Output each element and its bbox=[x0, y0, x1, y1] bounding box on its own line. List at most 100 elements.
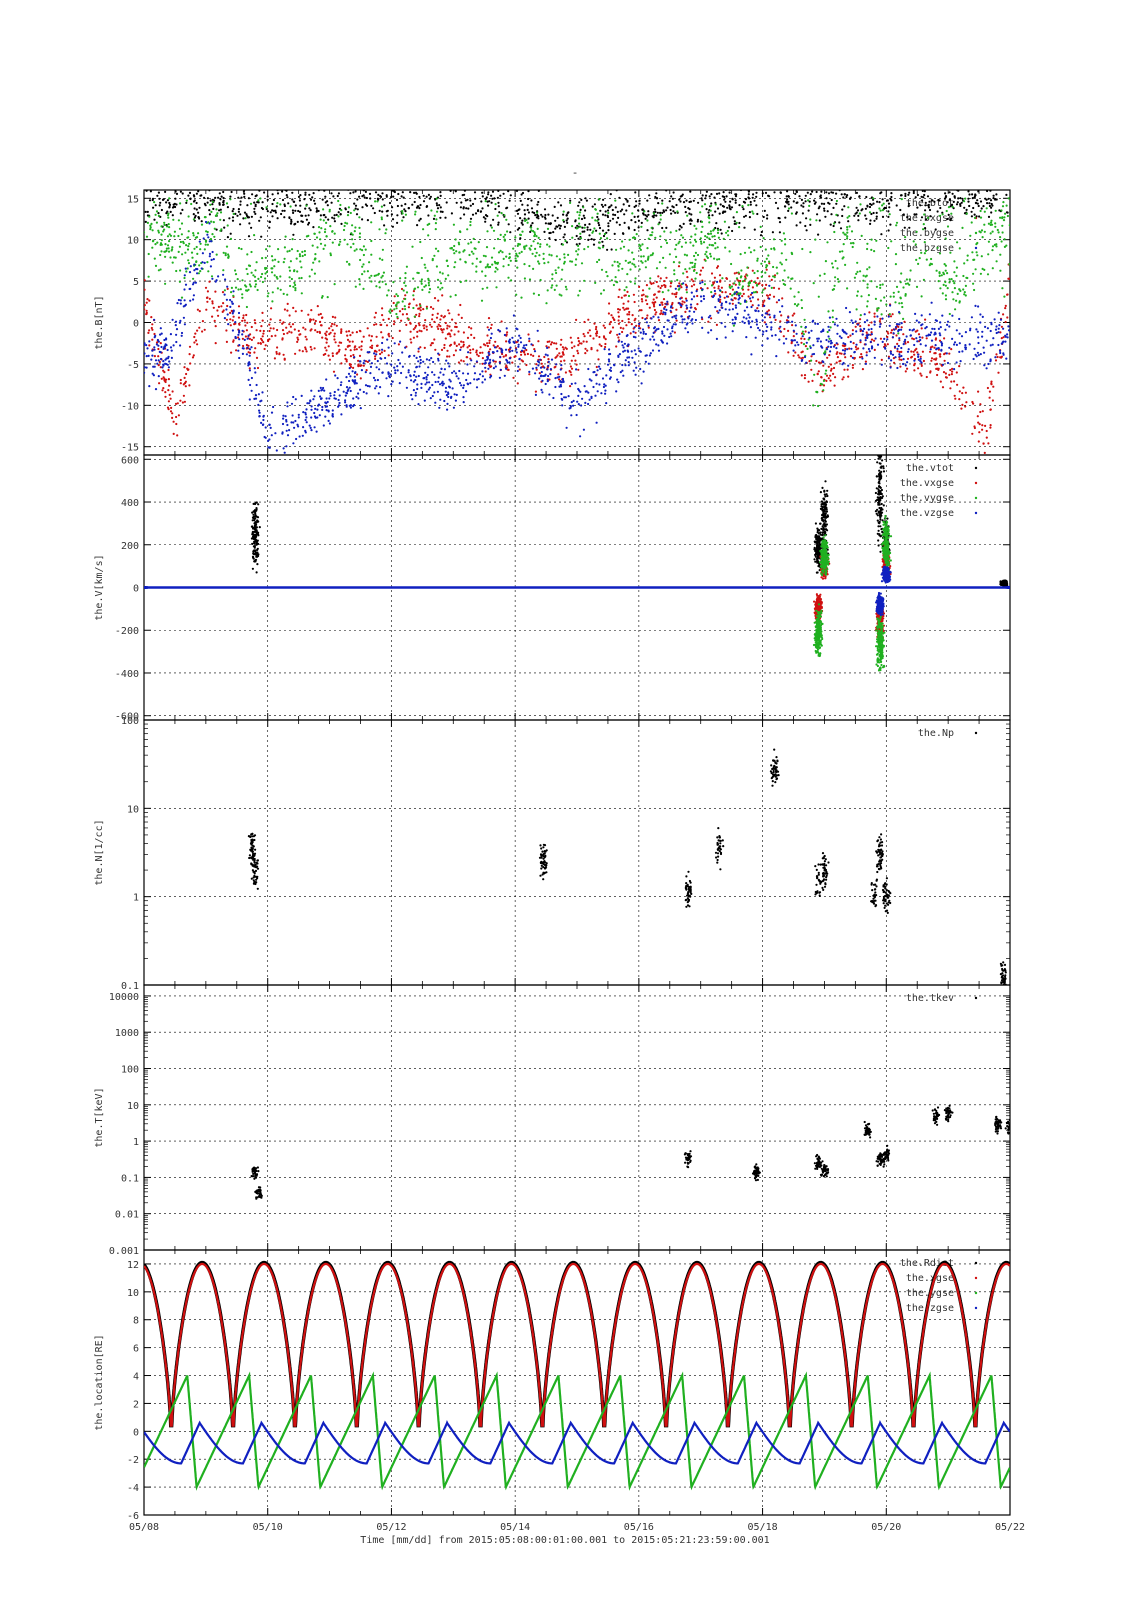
data-point bbox=[284, 452, 286, 454]
data-point bbox=[944, 192, 946, 194]
data-point bbox=[661, 227, 663, 229]
data-point bbox=[966, 209, 968, 211]
data-point bbox=[529, 247, 531, 249]
data-point bbox=[731, 294, 733, 296]
data-point bbox=[977, 190, 979, 192]
data-point bbox=[848, 215, 850, 217]
data-point bbox=[196, 343, 198, 345]
data-point bbox=[426, 329, 428, 331]
data-point bbox=[448, 332, 450, 334]
data-point bbox=[392, 381, 394, 383]
data-point bbox=[802, 202, 804, 204]
data-point bbox=[648, 194, 650, 196]
data-point bbox=[440, 211, 442, 213]
data-point bbox=[646, 314, 648, 316]
data-point bbox=[810, 360, 812, 362]
data-point bbox=[377, 198, 379, 200]
data-point bbox=[957, 201, 959, 203]
data-point bbox=[596, 330, 598, 332]
data-point bbox=[146, 367, 148, 369]
data-point bbox=[424, 400, 426, 402]
data-point bbox=[243, 193, 245, 195]
data-point bbox=[297, 210, 299, 212]
data-point bbox=[298, 196, 300, 198]
data-point bbox=[852, 322, 854, 324]
data-point bbox=[508, 179, 510, 181]
data-point bbox=[738, 282, 740, 284]
data-point bbox=[725, 308, 727, 310]
data-point bbox=[984, 425, 986, 427]
data-point bbox=[938, 271, 940, 273]
data-point bbox=[484, 378, 486, 380]
data-point bbox=[805, 200, 807, 202]
data-point bbox=[830, 213, 832, 215]
data-point bbox=[653, 339, 655, 341]
data-point bbox=[570, 414, 572, 416]
data-point bbox=[276, 205, 278, 207]
data-point bbox=[926, 259, 928, 261]
data-point bbox=[370, 254, 372, 256]
data-point bbox=[982, 176, 984, 178]
data-point bbox=[158, 382, 160, 384]
data-point bbox=[744, 275, 746, 277]
data-point bbox=[837, 356, 839, 358]
data-point bbox=[670, 231, 672, 233]
data-point bbox=[282, 423, 284, 425]
data-point bbox=[234, 269, 236, 271]
data-point bbox=[329, 422, 331, 424]
data-point bbox=[1004, 307, 1006, 309]
data-point bbox=[285, 327, 287, 329]
data-point bbox=[164, 243, 166, 245]
data-point bbox=[213, 172, 215, 174]
data-point bbox=[1004, 335, 1006, 337]
data-point bbox=[165, 180, 167, 182]
data-point bbox=[370, 205, 372, 207]
data-point bbox=[491, 198, 493, 200]
data-point bbox=[913, 354, 915, 356]
data-point bbox=[383, 224, 385, 226]
data-point bbox=[916, 231, 918, 233]
data-point bbox=[569, 202, 571, 204]
data-point bbox=[571, 225, 573, 227]
data-point bbox=[942, 292, 944, 294]
data-point bbox=[895, 334, 897, 336]
data-point bbox=[629, 268, 631, 270]
data-point bbox=[513, 356, 515, 358]
data-point bbox=[825, 260, 827, 262]
data-point bbox=[868, 311, 870, 313]
data-point bbox=[659, 212, 661, 214]
data-point bbox=[470, 218, 472, 220]
data-point bbox=[645, 333, 647, 335]
data-point bbox=[624, 289, 626, 291]
data-point bbox=[885, 303, 887, 305]
data-point bbox=[953, 201, 955, 203]
data-point bbox=[543, 356, 545, 358]
data-point bbox=[184, 377, 186, 379]
data-point bbox=[956, 371, 958, 373]
data-point bbox=[337, 195, 339, 197]
data-point bbox=[846, 237, 848, 239]
data-point bbox=[906, 172, 908, 174]
data-point bbox=[282, 431, 284, 433]
data-point bbox=[241, 297, 243, 299]
data-point bbox=[948, 278, 950, 280]
data-point bbox=[633, 370, 635, 372]
data-point bbox=[987, 442, 989, 444]
data-point bbox=[652, 302, 654, 304]
data-point bbox=[939, 186, 941, 188]
data-point bbox=[898, 302, 900, 304]
data-point bbox=[916, 351, 918, 353]
data-point bbox=[948, 374, 950, 376]
data-point bbox=[717, 229, 719, 231]
data-point bbox=[638, 286, 640, 288]
data-point bbox=[887, 199, 889, 201]
data-point bbox=[590, 348, 592, 350]
data-point bbox=[787, 195, 789, 197]
data-point bbox=[766, 177, 768, 179]
data-point bbox=[248, 216, 250, 218]
data-point bbox=[467, 208, 469, 210]
data-point bbox=[945, 372, 947, 374]
data-point bbox=[225, 185, 227, 187]
data-point bbox=[645, 218, 647, 220]
data-point bbox=[388, 318, 390, 320]
